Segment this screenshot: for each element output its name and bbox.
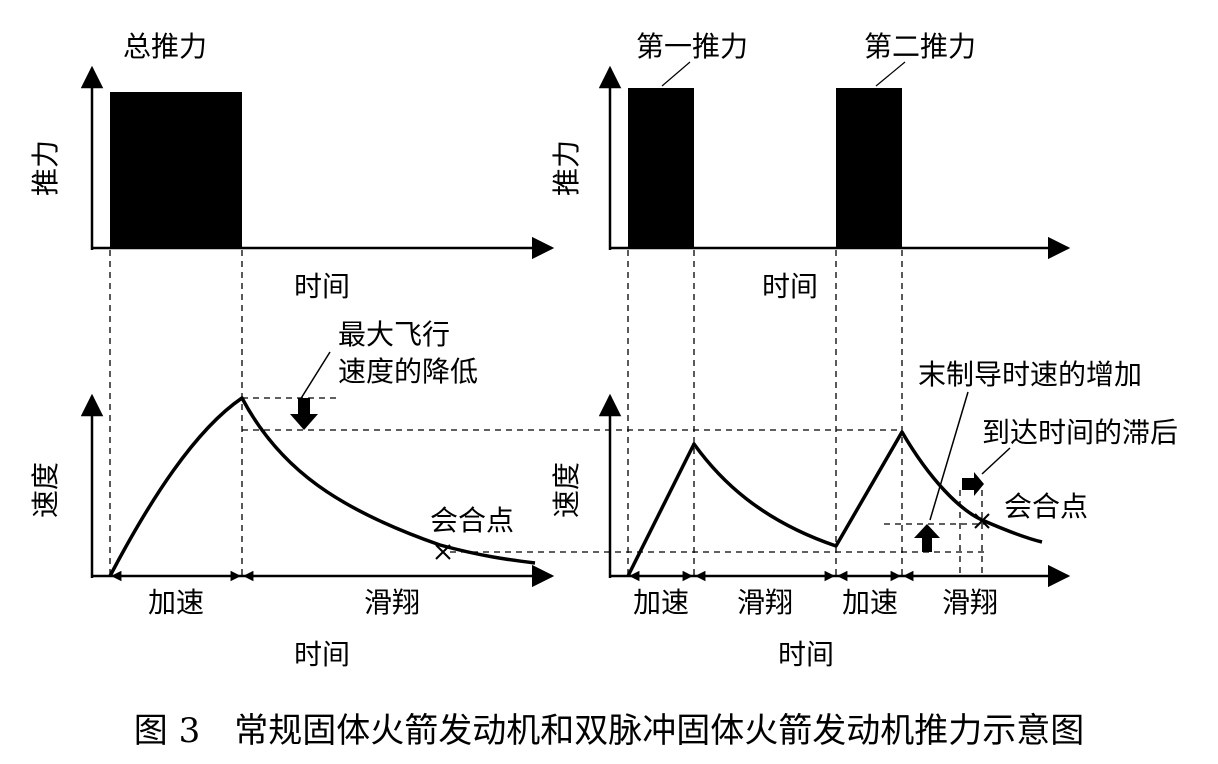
right-terminal-speed-label: 末制导时速的增加 [918, 358, 1142, 391]
right-thrust-title-1: 第一推力 [636, 30, 748, 63]
left-phase-accel: 加速 [148, 586, 204, 619]
right-rendezvous-label: 会合点 [1004, 490, 1088, 523]
right-phase-accel-2: 加速 [842, 586, 898, 619]
right-arrival-delay-label: 到达时间的滞后 [982, 416, 1178, 449]
right-phase-glide-1: 滑翔 [737, 586, 793, 619]
right-second-thrust-block [836, 88, 902, 248]
second-thrust-leader [875, 61, 906, 87]
right-velocity-curve [626, 430, 1043, 577]
left-time-label-top: 时间 [294, 270, 350, 303]
right-phase-accel-1: 加速 [633, 586, 689, 619]
right-time-label-bottom: 时间 [778, 638, 834, 671]
right-phase-glide-2: 滑翔 [942, 586, 998, 619]
left-speed-drop-label-1: 最大飞行 [338, 318, 450, 351]
left-rendezvous-marker [435, 544, 451, 560]
figure-caption: 图 3 常规固体火箭发动机和双脉冲固体火箭发动机推力示意图 [134, 711, 1084, 751]
right-time-label-top: 时间 [762, 270, 818, 303]
terminal-speed-up-arrow [914, 524, 940, 552]
left-total-thrust-block [110, 92, 242, 248]
left-rendezvous-label: 会合点 [430, 504, 514, 537]
left-velocity-ylabel: 速度 [29, 462, 62, 518]
arrival-delay-arrow [962, 472, 984, 496]
speed-drop-arrow [290, 398, 318, 430]
speed-drop-leader [299, 351, 331, 401]
right-rendezvous-marker [974, 513, 990, 529]
left-speed-drop-label-2: 速度的降低 [338, 355, 478, 388]
left-time-label-bottom: 时间 [294, 638, 350, 671]
left-thrust-ylabel: 推力 [29, 140, 62, 196]
left-velocity-curve [108, 396, 536, 577]
left-thrust-title: 总推力 [123, 30, 207, 63]
arrival-delay-leader [981, 447, 1011, 475]
right-thrust-ylabel: 推力 [550, 140, 583, 196]
right-thrust-title-2: 第二推力 [864, 30, 976, 63]
terminal-speed-leader [929, 391, 969, 521]
right-first-thrust-block [628, 88, 694, 248]
first-thrust-leader [661, 61, 691, 87]
right-velocity-ylabel: 速度 [550, 462, 583, 518]
left-phase-glide: 滑翔 [364, 586, 420, 619]
